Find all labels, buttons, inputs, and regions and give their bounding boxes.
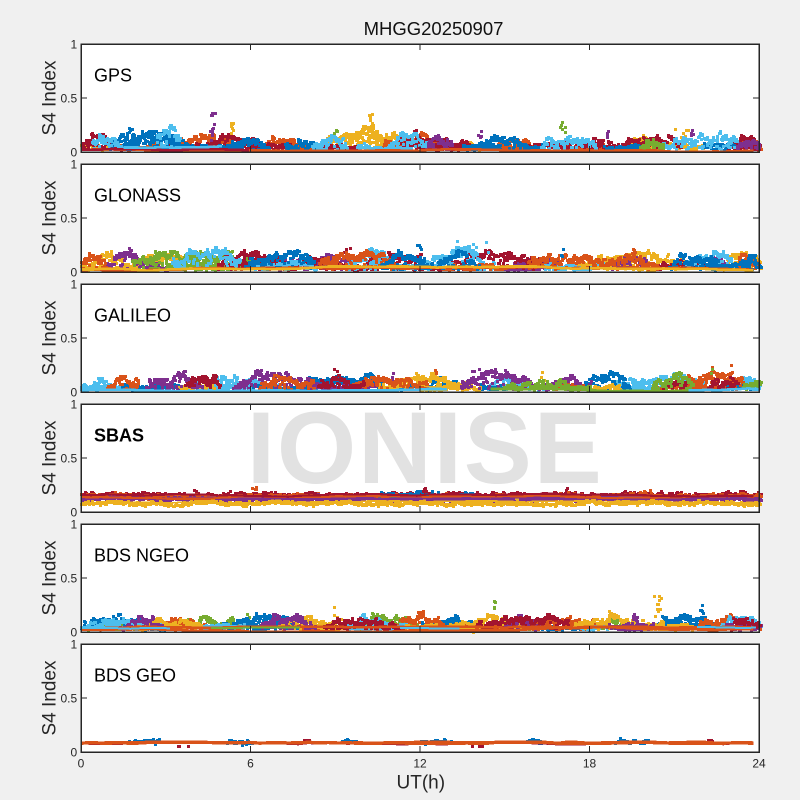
svg-text:1: 1 [71,638,78,652]
svg-text:S4 Index: S4 Index [40,60,61,135]
svg-text:0: 0 [71,506,78,520]
svg-text:0: 0 [71,386,78,400]
svg-text:S4 Index: S4 Index [40,180,61,255]
svg-text:0: 0 [71,626,78,640]
svg-text:1: 1 [71,158,78,172]
svg-text:S4 Index: S4 Index [40,660,61,735]
svg-text:24: 24 [752,757,766,771]
svg-text:1: 1 [71,278,78,292]
svg-text:GPS: GPS [94,66,132,86]
svg-text:0.5: 0.5 [61,572,78,586]
svg-text:0.5: 0.5 [61,452,78,466]
svg-text:S4 Index: S4 Index [40,540,61,615]
svg-text:1: 1 [71,518,78,532]
svg-text:BDS GEO: BDS GEO [94,666,176,686]
svg-text:0.5: 0.5 [61,332,78,346]
svg-text:0.5: 0.5 [61,692,78,706]
svg-text:0.5: 0.5 [61,92,78,106]
svg-text:1: 1 [71,38,78,52]
svg-text:GLONASS: GLONASS [94,186,181,206]
svg-text:6: 6 [247,757,254,771]
svg-text:BDS NGEO: BDS NGEO [94,546,189,566]
svg-text:IONISE: IONISE [247,391,604,505]
svg-text:0: 0 [71,266,78,280]
svg-text:MHGG20250907: MHGG20250907 [364,18,504,39]
svg-text:UT(h): UT(h) [397,773,446,794]
svg-text:0: 0 [71,146,78,160]
svg-text:0: 0 [78,757,85,771]
svg-text:1: 1 [71,398,78,412]
svg-text:12: 12 [413,757,427,771]
svg-text:GALILEO: GALILEO [94,306,171,326]
svg-text:0: 0 [71,746,78,760]
svg-text:18: 18 [583,757,597,771]
svg-text:S4 Index: S4 Index [40,300,61,375]
svg-text:S4 Index: S4 Index [40,420,61,495]
svg-text:SBAS: SBAS [94,426,144,446]
svg-text:0.5: 0.5 [61,212,78,226]
